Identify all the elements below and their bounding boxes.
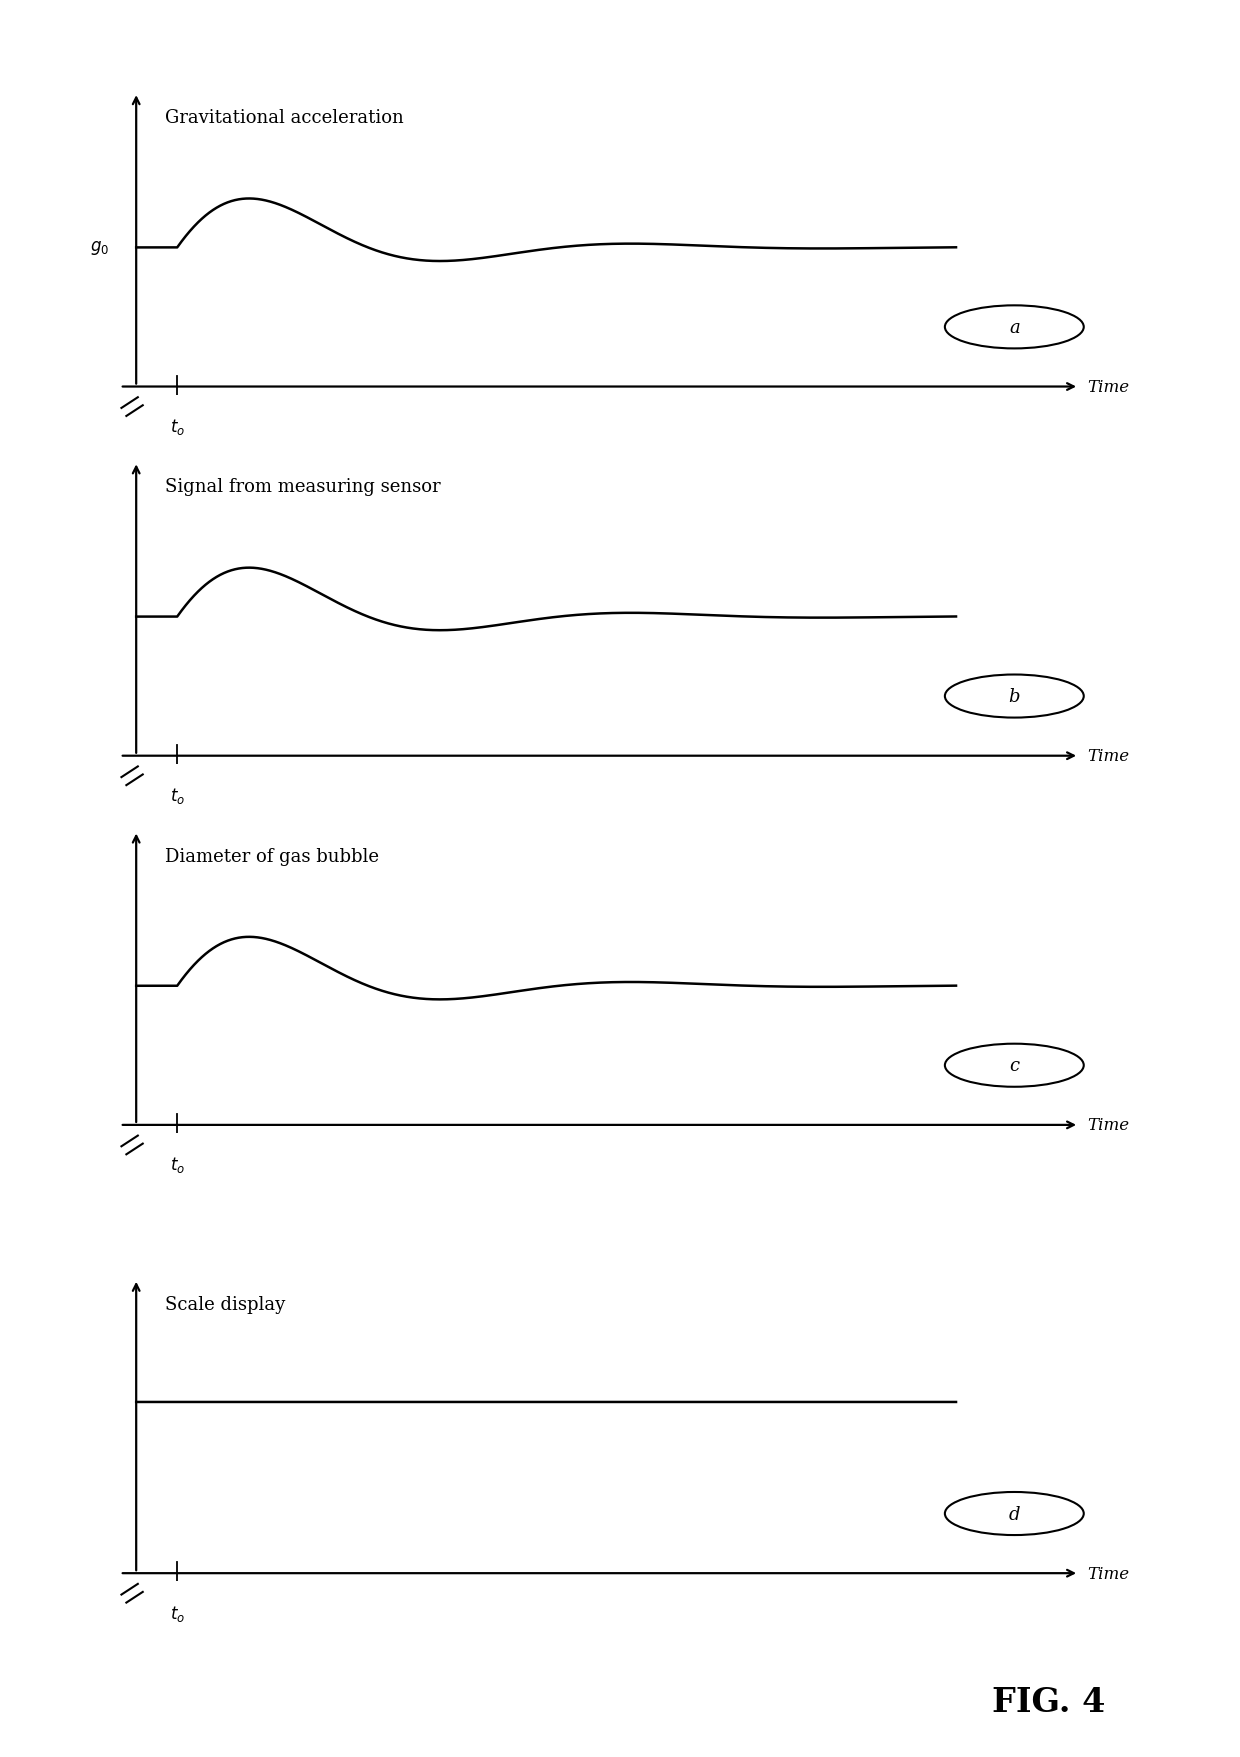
Text: $t_o$: $t_o$ <box>170 1602 185 1623</box>
Text: Time: Time <box>1087 380 1130 395</box>
Text: a: a <box>1009 318 1019 337</box>
Text: Time: Time <box>1087 1117 1130 1133</box>
Text: FIG. 4: FIG. 4 <box>992 1685 1105 1718</box>
Text: Time: Time <box>1087 748 1130 764</box>
Text: Diameter of gas bubble: Diameter of gas bubble <box>165 847 379 864</box>
Text: $g_0$: $g_0$ <box>89 239 109 257</box>
Text: Signal from measuring sensor: Signal from measuring sensor <box>165 478 440 495</box>
Text: Time: Time <box>1087 1565 1130 1581</box>
Text: Scale display: Scale display <box>165 1295 285 1312</box>
Text: d: d <box>1008 1504 1021 1523</box>
Text: b: b <box>1008 687 1021 706</box>
Text: $t_o$: $t_o$ <box>170 1154 185 1175</box>
Text: $t_o$: $t_o$ <box>170 785 185 806</box>
Text: Gravitational acceleration: Gravitational acceleration <box>165 109 404 127</box>
Text: $t_o$: $t_o$ <box>170 416 185 437</box>
Text: c: c <box>1009 1056 1019 1075</box>
